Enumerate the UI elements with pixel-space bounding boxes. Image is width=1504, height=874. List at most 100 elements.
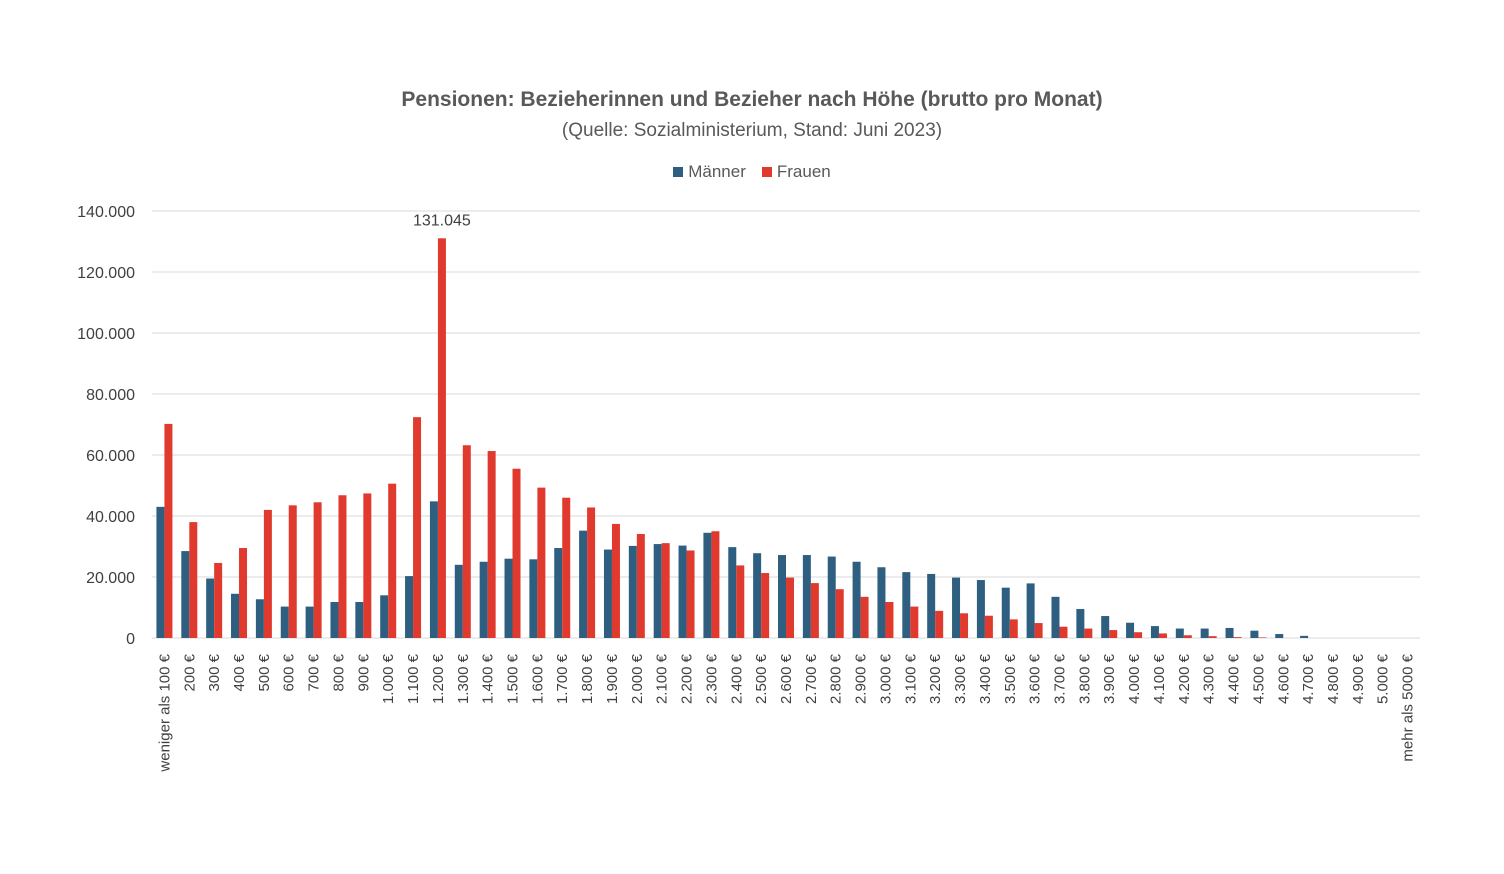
x-tick-label: 900 € <box>355 653 372 691</box>
x-tick-label: 2.700 € <box>803 653 820 704</box>
bar-maenner <box>579 530 588 638</box>
bar-frauen <box>1258 637 1267 638</box>
bar-maenner <box>976 580 985 638</box>
bar-maenner <box>852 561 861 638</box>
bar-frauen <box>711 531 720 638</box>
bar-maenner <box>952 577 961 638</box>
bar-frauen <box>587 507 596 638</box>
bar-maenner <box>1175 628 1184 638</box>
legend-swatch-frauen <box>761 167 772 177</box>
x-tick-label: 1.200 € <box>430 653 447 704</box>
bar-frauen <box>388 483 397 638</box>
y-tick-label: 40.000 <box>86 509 135 526</box>
x-tick-label: 4.300 € <box>1201 653 1218 704</box>
bar-frauen <box>636 533 645 638</box>
x-tick-label: 1.300 € <box>455 653 472 704</box>
bar-maenner <box>355 602 364 638</box>
x-tick-label: 5.000 € <box>1375 653 1392 704</box>
bar-frauen <box>487 451 496 638</box>
x-tick-label: 3.500 € <box>1002 653 1019 704</box>
bar-maenner <box>504 558 513 638</box>
bar-frauen <box>462 445 471 638</box>
bar-maenner <box>1101 616 1110 638</box>
bar-maenner <box>1026 583 1035 638</box>
bar-maenner <box>728 547 737 638</box>
x-tick-label: mehr als 5000 € <box>1400 653 1417 761</box>
bar-maenner <box>628 545 637 638</box>
bar-frauen <box>437 238 446 638</box>
x-tick-label: 2.500 € <box>753 653 770 704</box>
x-tick-label: 2.600 € <box>778 653 795 704</box>
x-tick-label: 2.100 € <box>654 653 671 704</box>
x-tick-label: 3.700 € <box>1051 653 1068 704</box>
bar-maenner <box>429 501 438 638</box>
x-tick-label: 2.200 € <box>679 653 696 704</box>
bar-frauen <box>537 487 546 638</box>
x-tick-label: 3.100 € <box>902 653 919 704</box>
bar-frauen <box>1109 630 1118 638</box>
x-tick-label: 3.800 € <box>1076 653 1093 704</box>
legend-swatch-maenner <box>673 167 684 177</box>
bar-frauen <box>910 606 919 638</box>
bar-maenner <box>1001 587 1010 638</box>
bar-maenner <box>1250 630 1259 638</box>
chart-subtitle: (Quelle: Sozialministerium, Stand: Juni … <box>561 120 943 141</box>
bar-maenner <box>206 578 215 638</box>
bar-frauen <box>611 523 620 638</box>
bar-maenner <box>280 606 289 638</box>
bar-maenner <box>1126 622 1135 638</box>
y-tick-label: 0 <box>126 631 135 648</box>
y-tick-label: 20.000 <box>86 570 135 587</box>
bar-maenner <box>778 555 786 638</box>
bar-maenner <box>802 555 811 638</box>
x-tick-label: 2.000 € <box>629 653 646 704</box>
data-label: 131.045 <box>413 212 471 229</box>
x-tick-label: 1.400 € <box>480 653 497 704</box>
x-tick-label: 4.800 € <box>1325 653 1342 704</box>
bar-frauen <box>935 610 944 638</box>
legend-label-maenner: Männer <box>688 162 746 181</box>
y-tick-label: 60.000 <box>86 448 135 465</box>
bar-maenner <box>603 549 612 638</box>
x-tick-label: 200 € <box>181 653 198 691</box>
x-tick-label: 300 € <box>206 653 223 691</box>
bar-maenner <box>1225 627 1234 638</box>
bar-frauen <box>363 493 372 638</box>
x-tick-label: 400 € <box>231 653 248 691</box>
bar-frauen <box>761 573 770 638</box>
bar-maenner <box>1150 626 1159 638</box>
bar-maenner <box>703 532 712 638</box>
y-tick-label: 120.000 <box>77 265 135 282</box>
bar-frauen <box>786 577 794 638</box>
bar-frauen <box>1034 623 1043 638</box>
bar-frauen <box>960 613 969 638</box>
bar-frauen <box>288 505 297 638</box>
bar-frauen <box>313 502 322 638</box>
x-tick-label: 2.400 € <box>728 653 745 704</box>
x-tick-label: 500 € <box>256 653 273 691</box>
x-tick-label: 4.600 € <box>1275 653 1292 704</box>
x-tick-label: 1.000 € <box>380 653 397 704</box>
legend-item-frauen: Frauen <box>761 162 831 182</box>
chart-title: Pensionen: Bezieherinnen und Bezieher na… <box>401 88 1103 111</box>
bar-frauen <box>1233 637 1242 638</box>
x-tick-label: 700 € <box>306 653 323 691</box>
bar-maenner <box>529 559 538 638</box>
x-tick-label: 3.400 € <box>977 653 994 704</box>
x-tick-label: 1.600 € <box>529 653 546 704</box>
bar-frauen <box>214 562 223 638</box>
bar-maenner <box>877 567 886 638</box>
bar-frauen <box>338 495 347 638</box>
legend-label-frauen: Frauen <box>776 162 831 181</box>
bar-maenner <box>827 556 836 638</box>
x-tick-label: 2.800 € <box>828 653 845 704</box>
bar-maenner <box>1051 596 1060 638</box>
bar-maenner <box>1275 634 1284 638</box>
bar-frauen <box>1059 626 1068 638</box>
bar-frauen <box>562 497 571 638</box>
bar-frauen <box>1158 633 1167 638</box>
y-tick-label: 140.000 <box>77 204 135 221</box>
x-tick-label: 3.200 € <box>927 653 944 704</box>
x-tick-label: 4.000 € <box>1126 653 1143 704</box>
bar-maenner <box>231 593 240 638</box>
